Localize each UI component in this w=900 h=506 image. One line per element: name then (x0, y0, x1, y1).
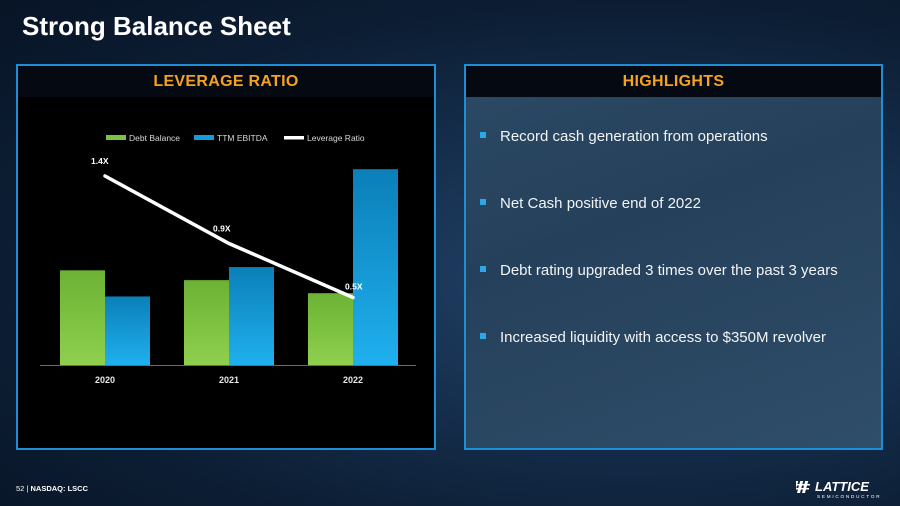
lattice-logo: LATTICE SEMICONDUCTOR (796, 479, 881, 499)
bullet-square-icon (480, 266, 486, 272)
bullet-square-icon (480, 199, 486, 205)
logo-name: LATTICE (815, 479, 869, 494)
legend-label: Leverage Ratio (307, 133, 365, 143)
leverage-label: 1.4X (91, 156, 109, 166)
bar (308, 293, 353, 365)
leverage-chart: Debt Balance TTM EBITDA Leverage Ratio 2020… (40, 133, 416, 385)
leverage-label: 0.5X (345, 282, 363, 292)
page-title: Strong Balance Sheet (22, 11, 291, 41)
footer-separator: | (26, 484, 29, 493)
highlight-item: Debt rating upgraded 3 times over the pa… (480, 262, 838, 329)
bullet-square-icon (480, 132, 486, 138)
bar (353, 169, 398, 365)
bullet-square-icon (480, 333, 486, 339)
leverage-ratio-header: LEVERAGE RATIO (18, 66, 434, 97)
highlight-text: Record cash generation from operations (500, 128, 768, 145)
bar (105, 296, 150, 365)
lattice-mark-icon (796, 481, 810, 493)
bar (184, 280, 229, 365)
ticker: NASDAQ: LSCC (30, 484, 88, 493)
legend-swatch (284, 136, 304, 140)
logo-sub: SEMICONDUCTOR (817, 494, 881, 499)
legend-swatch (106, 135, 126, 140)
leverage-line (103, 174, 355, 300)
highlights-list: Record cash generation from operations N… (480, 128, 838, 396)
bar (229, 267, 274, 365)
bar (60, 270, 105, 365)
highlight-text: Increased liquidity with access to $350M… (500, 329, 826, 346)
legend-swatch (194, 135, 214, 140)
highlight-text: Net Cash positive end of 2022 (500, 195, 701, 212)
highlight-text: Debt rating upgraded 3 times over the pa… (500, 262, 838, 279)
legend-label: Debt Balance (129, 133, 180, 143)
legend-label: TTM EBITDA (217, 133, 268, 143)
x-tick-label: 2021 (219, 375, 239, 385)
highlight-item: Increased liquidity with access to $350M… (480, 329, 838, 396)
page-number: 52 (16, 484, 25, 493)
x-tick-label: 2022 (343, 375, 363, 385)
highlight-item: Net Cash positive end of 2022 (480, 195, 838, 262)
highlights-header: HIGHLIGHTS (466, 66, 881, 97)
highlight-item: Record cash generation from operations (480, 128, 838, 195)
x-tick-label: 2020 (95, 375, 115, 385)
leverage-ratio-panel: LEVERAGE RATIO Debt Balance TTM EBITDA Lev… (16, 64, 436, 450)
footer: 52 | NASDAQ: LSCC (16, 484, 88, 493)
highlights-panel: HIGHLIGHTS Record cash generation from o… (464, 64, 883, 450)
leverage-label: 0.9X (213, 224, 231, 234)
